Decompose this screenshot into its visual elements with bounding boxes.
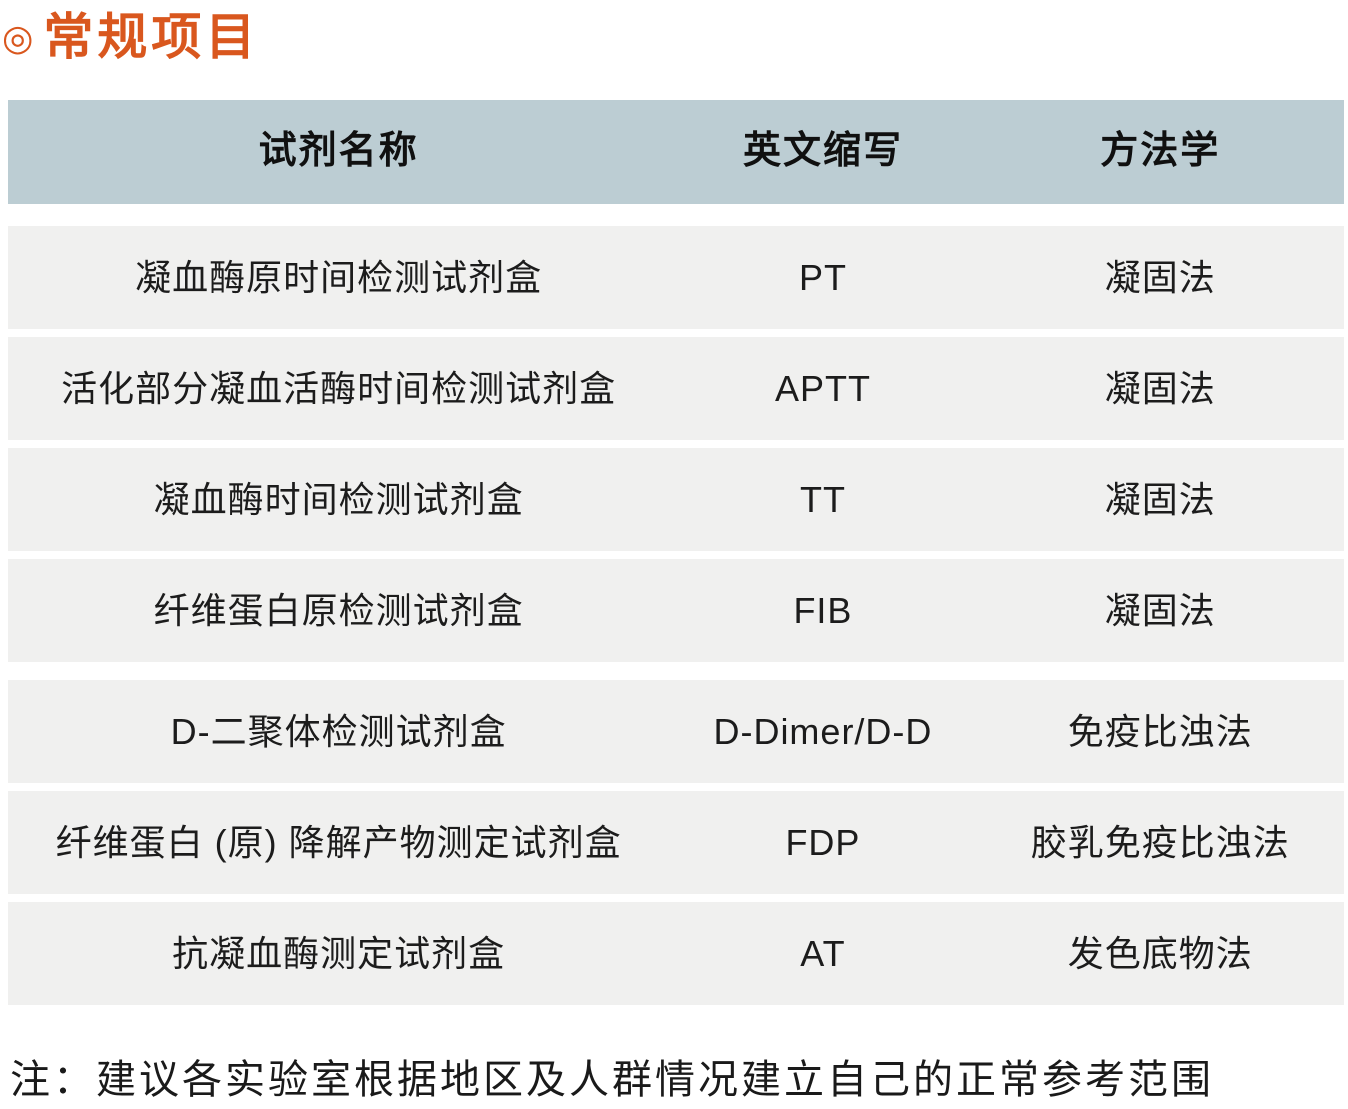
page-title-text: 常规项目: [43, 9, 260, 65]
cell-abbr: APTT: [774, 368, 871, 409]
table-row: D-二聚体检测试剂盒 D-Dimer/D-D 免疫比浊法: [8, 680, 1344, 783]
column-header-abbreviation: 英文缩写: [742, 130, 903, 173]
table-body: 凝血酶原时间检测试剂盒 PT 凝固法 活化部分凝血活酶时间检测试剂盒 APTT 凝固法 凝血…: [8, 226, 1344, 1005]
table-row: 凝血酶时间检测试剂盒 TT 凝固法: [8, 448, 1344, 551]
cell-abbr: AT: [800, 933, 846, 974]
cell-name: 纤维蛋白 (原) 降解产物测定试剂盒: [55, 822, 622, 863]
cell-name: 凝血酶时间检测试剂盒: [153, 479, 524, 520]
table-row: 凝血酶原时间检测试剂盒 PT 凝固法: [8, 226, 1344, 329]
cell-abbr: TT: [799, 479, 846, 520]
column-header-reagent-name: 试剂名称: [258, 130, 419, 173]
cell-name: 活化部分凝血活酶时间检测试剂盒: [61, 368, 617, 409]
table-row: 抗凝血酶测定试剂盒 AT 发色底物法: [8, 902, 1344, 1005]
cell-method: 发色底物法: [1067, 933, 1253, 974]
reagent-table: 试剂名称 英文缩写 方法学 凝血酶原时间检测试剂盒 PT 凝固法 活化部分凝血活酶时间…: [8, 100, 1344, 1005]
cell-name: D-二聚体检测试剂盒: [170, 711, 507, 752]
table-row: 纤维蛋白原检测试剂盒 FIB 凝固法: [8, 559, 1344, 662]
table-row: 活化部分凝血活酶时间检测试剂盒 APTT 凝固法: [8, 337, 1344, 440]
cell-abbr: PT: [798, 257, 847, 298]
column-header-methodology: 方法学: [1100, 130, 1221, 173]
cell-abbr: FIB: [793, 590, 853, 631]
table-group: D-二聚体检测试剂盒 D-Dimer/D-D 免疫比浊法纤维蛋白 (原) 降解产物测…: [8, 680, 1344, 1005]
cell-name: 凝血酶原时间检测试剂盒: [135, 257, 543, 298]
cell-method: 凝固法: [1104, 368, 1216, 409]
footnote: 注：建议各实验室根据地区及人群情况建立自己的正常参考范围: [10, 1057, 1214, 1103]
cell-abbr: D-Dimer/D-D: [713, 711, 933, 752]
cell-method: 免疫比浊法: [1067, 711, 1253, 752]
bullseye-icon: ◎: [2, 17, 34, 58]
table-row: 纤维蛋白 (原) 降解产物测定试剂盒 FDP 胶乳免疫比浊法: [8, 791, 1344, 894]
cell-name: 抗凝血酶测定试剂盒: [172, 933, 506, 974]
page-title: ◎ 常规项目: [2, 6, 1348, 68]
cell-method: 凝固法: [1104, 257, 1216, 298]
cell-name: 纤维蛋白原检测试剂盒: [153, 590, 524, 631]
table-group: 凝血酶原时间检测试剂盒 PT 凝固法 活化部分凝血活酶时间检测试剂盒 APTT 凝固法 凝血…: [8, 226, 1344, 662]
table-header-row: 试剂名称 英文缩写 方法学: [8, 100, 1344, 204]
cell-method: 凝固法: [1104, 590, 1216, 631]
cell-method: 凝固法: [1104, 479, 1216, 520]
cell-method: 胶乳免疫比浊法: [1030, 822, 1290, 863]
cell-abbr: FDP: [785, 822, 861, 863]
page: ◎ 常规项目 试剂名称 英文缩写 方法学 凝血酶原时间检测试剂盒 PT 凝固法 活化部…: [0, 6, 1348, 1109]
